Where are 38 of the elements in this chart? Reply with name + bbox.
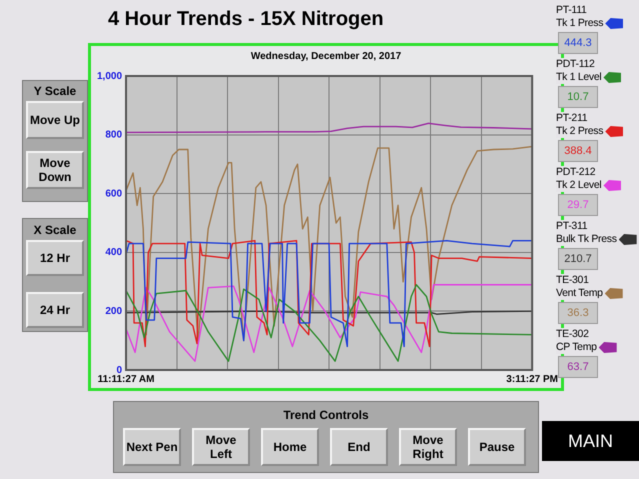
text: Trend Controls xyxy=(282,408,370,422)
legend-label: TE-301 Vent Temp xyxy=(556,274,603,300)
legend-label: PDT-212 Tk 2 Level xyxy=(556,166,602,192)
x-tick-label: 11:11:27 AM xyxy=(98,374,154,385)
legend-label: PDT-112 Tk 1 Level xyxy=(556,58,602,84)
text: Move Left xyxy=(192,428,250,466)
text: Move Up xyxy=(26,101,84,139)
text: End xyxy=(330,428,388,466)
y-tick-label: 400 xyxy=(105,247,122,258)
chart-title: 4 Hour Trends - 15X Nitrogen xyxy=(108,8,384,31)
text: Pause xyxy=(468,428,526,466)
x-tick-label: 3:11:27 PM xyxy=(506,374,558,385)
y-tick-label: 800 xyxy=(105,130,122,141)
text: Home xyxy=(261,428,319,466)
text: 24 Hr xyxy=(26,292,84,328)
text: Move Down xyxy=(26,151,84,189)
text: 29.7 xyxy=(558,194,598,216)
y-tick-label: 200 xyxy=(105,306,122,317)
chart-subtitle: Wednesday, December 20, 2017 xyxy=(250,51,402,62)
y-tick-label: 600 xyxy=(105,188,122,200)
text: 210.7 xyxy=(558,248,598,270)
legend-label: PT-111 Tk 1 Press xyxy=(556,4,604,30)
text: MAIN xyxy=(542,421,639,461)
y-tick-label: 1,000 xyxy=(96,70,122,82)
text: 36.3 xyxy=(558,302,598,324)
text: Move Right xyxy=(399,428,457,466)
y-tick-label: 0 xyxy=(116,364,122,376)
text: X Scale xyxy=(32,223,78,237)
text: 444.3 xyxy=(558,32,598,54)
text: 12 Hr xyxy=(26,240,84,276)
text: 10.7 xyxy=(558,86,598,108)
text: 388.4 xyxy=(558,140,598,162)
legend-label: PT-311 Bulk Tk Press xyxy=(556,220,617,246)
text: Next Pen xyxy=(123,428,181,466)
legend-label: TE-302 CP Temp xyxy=(556,328,597,354)
text: 63.7 xyxy=(558,356,598,378)
legend-label: PT-211 Tk 2 Press xyxy=(556,112,604,138)
text: Y Scale xyxy=(32,84,78,98)
